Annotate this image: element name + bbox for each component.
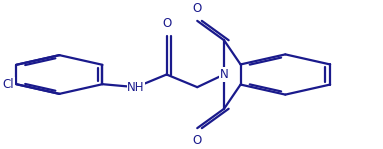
Text: NH: NH [127, 81, 145, 94]
Text: O: O [193, 134, 202, 147]
Text: O: O [162, 17, 171, 30]
Text: O: O [193, 2, 202, 15]
Text: N: N [220, 68, 228, 81]
Text: Cl: Cl [3, 78, 15, 91]
